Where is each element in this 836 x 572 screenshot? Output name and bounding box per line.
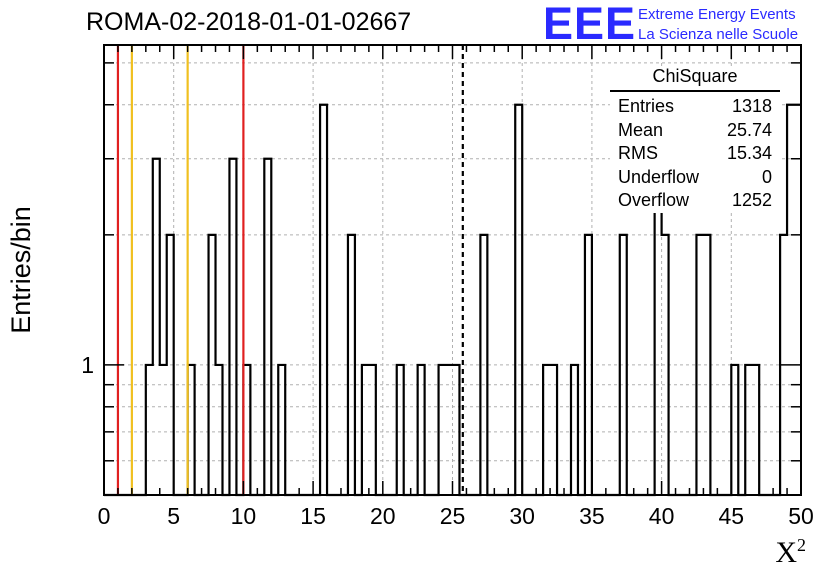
histogram-bin <box>167 235 174 495</box>
eee-logo-line1: Extreme Energy Events <box>638 6 796 23</box>
histogram-bin <box>662 235 669 495</box>
x-tick-label: 5 <box>167 503 180 529</box>
stats-label: Underflow <box>618 166 700 187</box>
y-tick-label: 1 <box>81 352 94 378</box>
eee-logo: EEE Extreme Energy Events La Scienza nel… <box>543 0 833 49</box>
histogram-bin <box>418 365 425 495</box>
histogram-bin <box>397 365 404 495</box>
x-tick-label: 45 <box>719 503 745 529</box>
x-tick-label: 15 <box>300 503 326 529</box>
histogram-bin <box>453 365 460 495</box>
stats-row-mean: Mean 25.74 <box>610 119 780 143</box>
stats-value: 1318 <box>731 96 772 116</box>
x-axis-label-base: X <box>775 536 797 569</box>
stats-label: RMS <box>618 143 658 163</box>
y-axis-label: Entries/bin <box>6 206 36 334</box>
histogram-bin <box>585 235 592 495</box>
x-tick-label: 35 <box>579 503 605 529</box>
histogram-bin <box>264 159 271 495</box>
x-tick-label: 50 <box>788 503 814 529</box>
stats-box-title: ChiSquare <box>610 66 780 92</box>
x-axis-label-superscript: 2 <box>797 535 806 555</box>
histogram-bin <box>731 365 738 495</box>
stats-value: 1252 <box>731 190 772 210</box>
histogram-bin <box>571 365 578 495</box>
stats-label: Overflow <box>618 190 690 210</box>
x-tick-label: 40 <box>649 503 675 529</box>
stats-row-rms: RMS 15.34 <box>610 142 780 166</box>
histogram-bin <box>160 365 167 495</box>
histogram-bin <box>348 235 355 495</box>
histogram-bin <box>745 365 752 495</box>
histogram-bin <box>703 235 710 495</box>
stats-row-underflow: Underflow 0 <box>610 166 780 190</box>
histogram-bin <box>153 159 160 495</box>
histogram-bin <box>439 365 446 495</box>
histogram-bin <box>320 105 327 495</box>
histogram-bin <box>620 235 627 495</box>
x-tick-label: 0 <box>98 503 111 529</box>
histogram-bin <box>278 365 285 495</box>
x-axis-label: X2 <box>775 535 806 570</box>
histogram-bin <box>209 235 216 495</box>
histogram-bin <box>362 365 369 495</box>
x-tick-label: 25 <box>440 503 466 529</box>
histogram-bin <box>752 365 759 495</box>
stats-row-overflow: Overflow 1252 <box>610 189 780 213</box>
run-title: ROMA-02-2018-01-01-02667 <box>86 8 412 36</box>
histogram-bin <box>446 365 453 495</box>
eee-logo-mark: EEE <box>543 0 637 49</box>
stats-label: Entries <box>618 96 675 116</box>
histogram-bin <box>794 105 801 495</box>
histogram-bin <box>543 365 550 495</box>
histogram-bin <box>480 235 487 495</box>
histogram-bin <box>146 365 153 495</box>
stats-row-entries: Entries 1318 <box>610 95 780 119</box>
histogram-bin <box>787 105 794 495</box>
histogram-bin <box>369 365 376 495</box>
x-tick-label: 30 <box>509 503 535 529</box>
histogram-bin <box>550 365 557 495</box>
x-tick-label: 10 <box>231 503 257 529</box>
histogram-bin <box>696 235 703 495</box>
stats-box: ChiSquare Entries 1318 Mean 25.74 RMS 15… <box>610 66 780 213</box>
histogram-bin <box>216 365 223 495</box>
histogram-bin <box>515 105 522 495</box>
histogram-bin <box>229 159 236 495</box>
stats-label: Mean <box>618 119 664 140</box>
stats-value: 15.34 <box>726 143 772 163</box>
eee-logo-line2: La Scienza nelle Scuole <box>638 26 799 43</box>
x-tick-label: 20 <box>370 503 396 529</box>
stats-value: 0 <box>761 166 772 187</box>
stats-value: 25.74 <box>726 119 772 140</box>
